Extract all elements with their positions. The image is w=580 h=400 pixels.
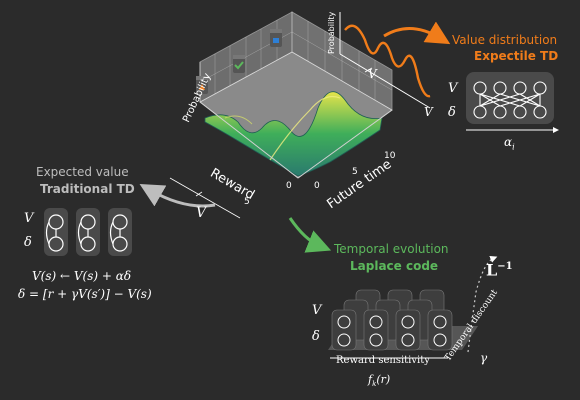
future-time-tick-10: 10 xyxy=(384,151,396,161)
f-subscript: k xyxy=(372,380,377,389)
laplace-delta-label: δ xyxy=(312,329,320,344)
v-axis-line-left xyxy=(169,177,241,219)
reward-sensitivity-label: Reward sensitivity xyxy=(336,355,430,366)
distribution-inset xyxy=(339,12,451,109)
alpha-symbol: α xyxy=(504,135,513,149)
expectile-delta-label: δ xyxy=(448,105,456,120)
future-time-tick-5: 5 xyxy=(352,167,358,177)
alpha-subscript: i xyxy=(512,142,515,152)
v-label-plot: V xyxy=(196,205,207,221)
surface-plot xyxy=(199,11,393,179)
distribution-curve xyxy=(344,24,431,98)
gamma-label: γ xyxy=(480,351,488,365)
expectile-v-label: V xyxy=(448,81,458,96)
laplace-code-subtitle: Laplace code xyxy=(350,259,439,273)
inverse-laplace-sup: −1 xyxy=(497,261,513,272)
inverse-laplace-label: L−1 xyxy=(486,262,513,278)
arrow-to-value-distribution xyxy=(383,21,451,45)
arrow-to-temporal-evolution xyxy=(288,217,332,253)
laplace-v-label: V xyxy=(312,303,322,318)
inset-v-label: V xyxy=(368,67,377,81)
inverse-laplace-symbol: L xyxy=(486,260,498,280)
td-error-equation: δ = [r + γV(s′)] − V(s) xyxy=(18,287,152,301)
expected-value-subtitle: Traditional TD xyxy=(40,182,135,196)
cup-orange-icon xyxy=(196,76,208,94)
future-time-tick-0: 0 xyxy=(314,181,320,191)
inset-probability-label: Probability xyxy=(327,11,336,54)
cup-green-icon xyxy=(233,55,245,73)
td-update-equation: V(s) ← V(s) + αδ xyxy=(32,269,132,283)
traditional-v-label: V xyxy=(24,211,34,226)
expectile-td-network xyxy=(466,72,559,133)
value-distribution-title: Value distribution xyxy=(452,33,558,47)
f-argument: (r) xyxy=(376,373,391,386)
f-symbol: f xyxy=(368,373,373,386)
reward-function-label: fk(r) xyxy=(368,374,390,388)
reward-tick-0: 0 xyxy=(286,181,292,191)
expected-value-title: Expected value xyxy=(36,165,129,179)
reward-tick-5: 5 xyxy=(244,197,250,207)
traditional-delta-label: δ xyxy=(24,235,32,250)
alpha-label: αi xyxy=(504,136,515,151)
laplace-code-units xyxy=(328,255,498,359)
arrow-to-expected-value xyxy=(139,184,216,208)
inset-v-end-label: V xyxy=(424,105,433,119)
value-distribution-subtitle: Expectile TD xyxy=(474,49,559,63)
temporal-evolution-title: Temporal evolution xyxy=(334,242,449,256)
traditional-td-units xyxy=(44,208,132,256)
cup-blue-icon xyxy=(270,29,282,47)
